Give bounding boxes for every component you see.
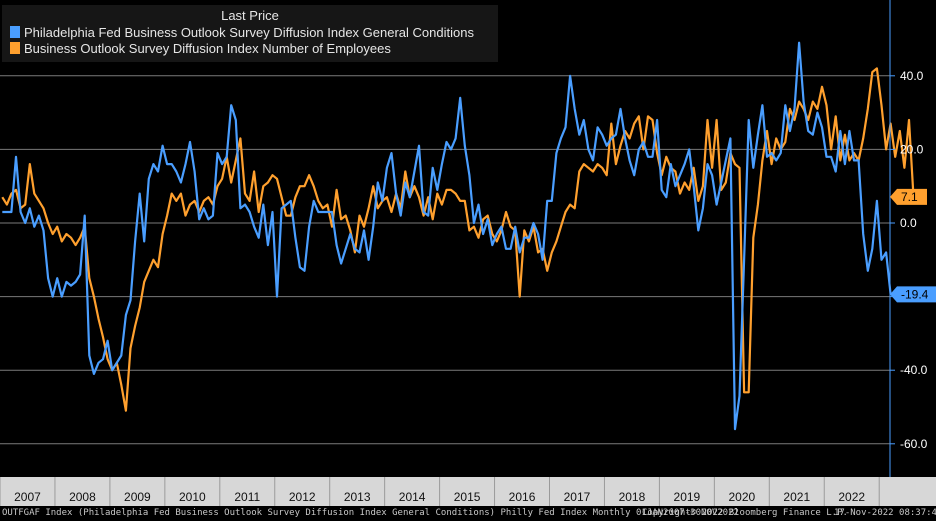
legend-title: Last Price — [221, 8, 279, 23]
y-tick-label: 0.0 — [900, 216, 917, 230]
last-value-label: -19.4 — [901, 287, 929, 301]
year-axis-band: 2007 2008 2009 2010 2011 2012 2013 2014 2015 2016… — [0, 477, 936, 506]
footer-timestamp: 17-Nov-2022 08:37:42 — [834, 508, 936, 518]
year-label: 2016 — [509, 490, 536, 504]
last-value-tag — [890, 286, 936, 303]
footer: OUTFGAF Index (Philadelphia Fed Business… — [0, 506, 936, 521]
y-axis: -60.0-40.0-20.00.020.040.0-19.47.1 — [889, 0, 936, 477]
series-line-employees — [1, 67, 915, 412]
legend-label: Philadelphia Fed Business Outlook Survey… — [24, 25, 474, 40]
year-label: 2007 — [14, 490, 41, 504]
y-tick-label: 20.0 — [900, 142, 924, 156]
y-tick-label: 40.0 — [900, 69, 924, 83]
footer-source: OUTFGAF Index (Philadelphia Fed Business… — [2, 508, 739, 518]
legend-swatch-blue — [10, 26, 20, 38]
y-tick-label: -60.0 — [900, 437, 928, 451]
series-line-general-conditions — [2, 41, 892, 431]
year-label: 2022 — [838, 490, 865, 504]
last-value-marker-general-conditions: -19.4 — [890, 286, 936, 303]
year-label: 2018 — [619, 490, 646, 504]
year-label: 2017 — [564, 490, 591, 504]
year-label: 2013 — [344, 490, 371, 504]
last-value-tag — [890, 188, 927, 205]
year-label: 2014 — [399, 490, 426, 504]
year-label: 2015 — [454, 490, 481, 504]
footer-copyright: Copyright© 2022 Bloomberg Finance L.P. — [642, 508, 848, 518]
year-label: 2012 — [289, 490, 316, 504]
year-band-bg — [0, 477, 936, 506]
line-chart: 2007 2008 2009 2010 2011 2012 2013 2014 2015 2016… — [0, 0, 936, 506]
year-label: 2019 — [674, 490, 701, 504]
year-label: 2008 — [69, 490, 96, 504]
legend-item-employees: Business Outlook Survey Diffusion Index … — [10, 41, 391, 56]
year-label: 2021 — [783, 490, 810, 504]
y-tick-label: -40.0 — [900, 363, 928, 377]
legend-item-general-conditions: Philadelphia Fed Business Outlook Survey… — [10, 25, 474, 40]
series-lines — [1, 41, 915, 431]
legend-swatch-orange — [10, 42, 20, 54]
legend: Last Price Philadelphia Fed Business Out… — [2, 5, 498, 62]
year-label: 2011 — [234, 490, 260, 504]
legend-label: Business Outlook Survey Diffusion Index … — [24, 41, 391, 56]
last-value-marker-employees: 7.1 — [890, 188, 927, 205]
year-label: 2020 — [728, 490, 755, 504]
last-value-label: 7.1 — [901, 190, 918, 204]
year-label: 2009 — [124, 490, 151, 504]
year-label: 2010 — [179, 490, 206, 504]
